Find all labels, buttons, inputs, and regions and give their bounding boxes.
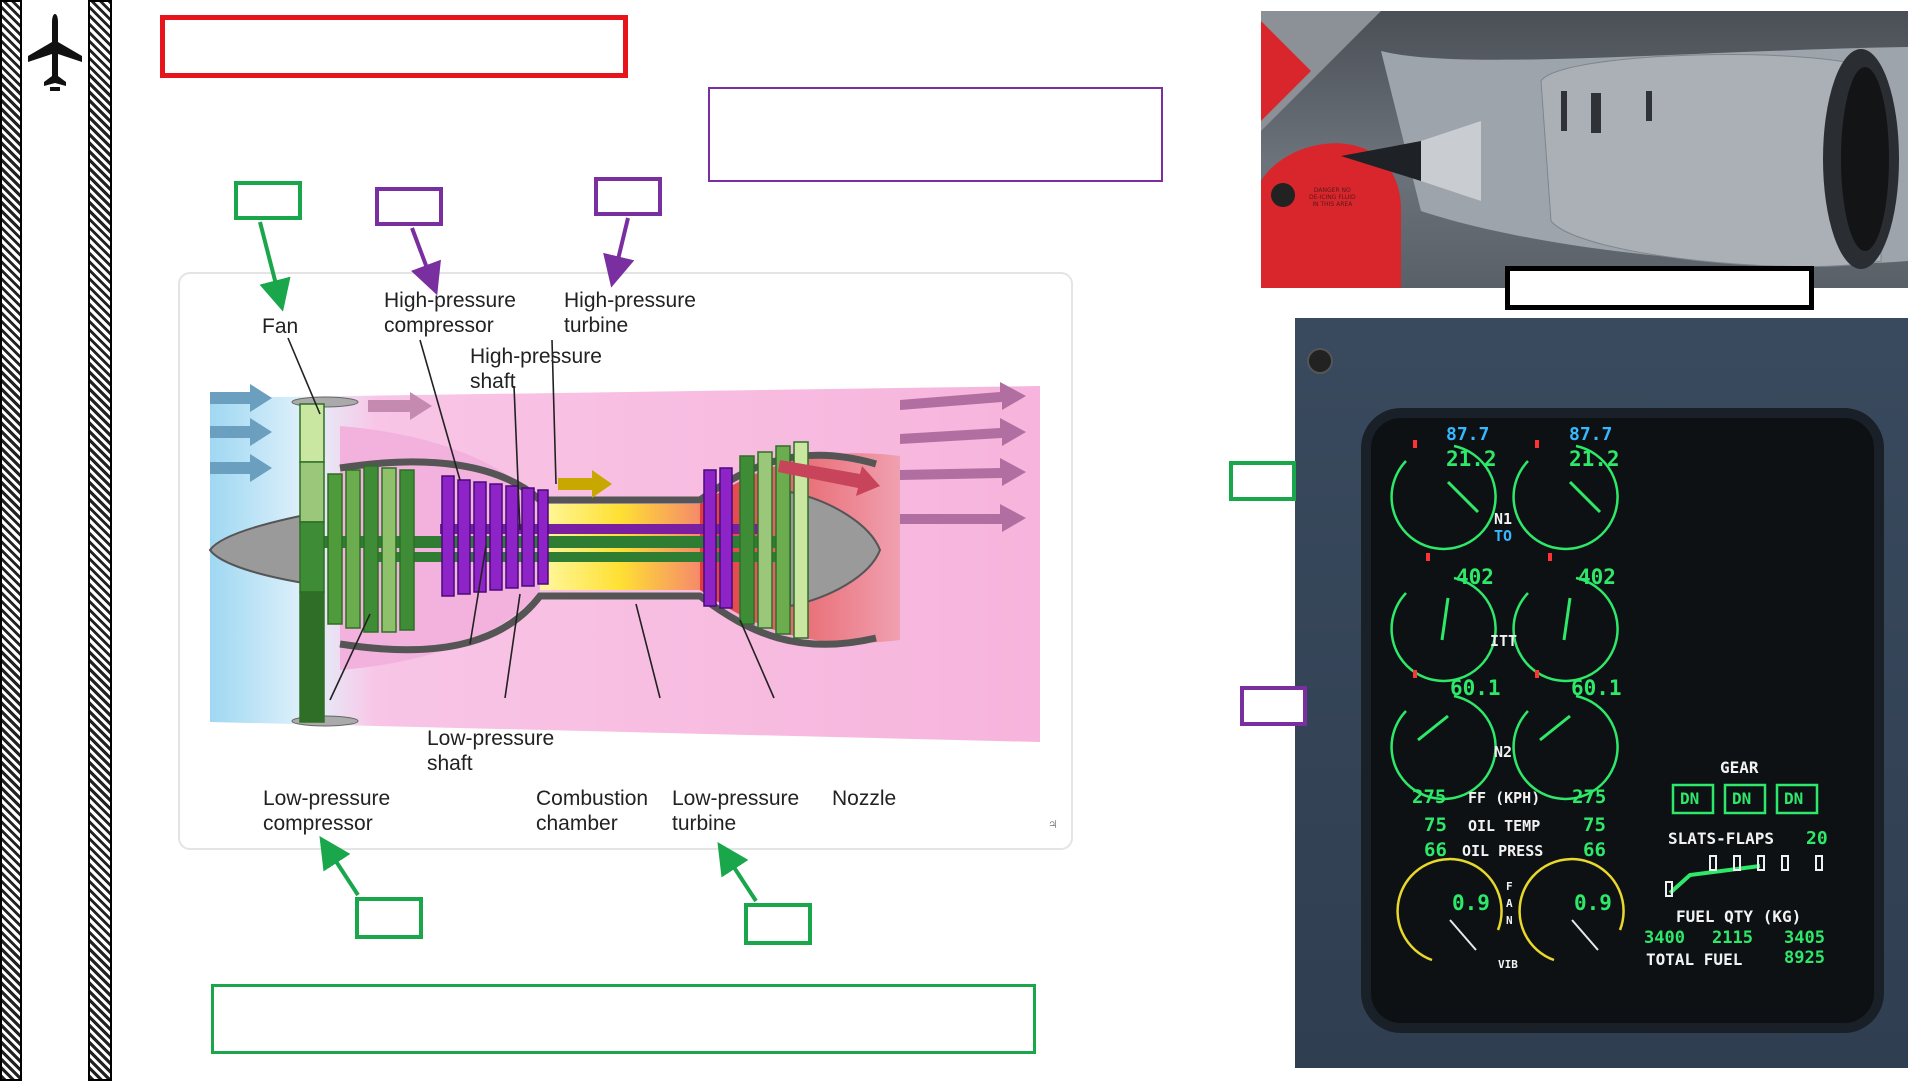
oil-press-right: 66	[1583, 839, 1606, 861]
callout-lp-turbine-box	[744, 903, 812, 945]
total-fuel-label: TOTAL FUEL	[1646, 950, 1743, 969]
oil-temp-label: OIL TEMP	[1468, 817, 1541, 835]
itt-right-value: 402	[1578, 565, 1616, 589]
n1-right-value: 21.2	[1569, 447, 1620, 471]
bezel-screw	[1307, 348, 1333, 374]
itt-left-value: 402	[1456, 565, 1494, 589]
callout-n1-box	[1229, 461, 1296, 501]
label-hp-turbine: High-pressure turbine	[564, 289, 696, 337]
label-hp-compressor: High-pressure compressor	[384, 289, 516, 337]
turbofan-diagram: ♃ Fan High-pressure compressor High-pres…	[178, 272, 1073, 850]
n1-label: N1	[1494, 510, 1513, 528]
callout-hp-turbine-box	[594, 177, 662, 216]
n1-right-target: 87.7	[1569, 424, 1613, 445]
label-lp-shaft: Low-pressure shaft	[427, 727, 555, 775]
vib-right-value: 0.9	[1574, 891, 1612, 915]
sidebar-stripe-left	[0, 0, 22, 1081]
svg-text:♃: ♃	[1048, 818, 1058, 831]
label-nozzle: Nozzle	[832, 787, 897, 810]
gear-nose-state: DN	[1732, 789, 1752, 808]
n2-label: N2	[1494, 743, 1513, 761]
title-placeholder-box	[160, 15, 628, 78]
airplane-icon	[26, 12, 84, 92]
eicas-screen	[1361, 408, 1884, 1033]
caption-placeholder-box	[211, 984, 1036, 1054]
n2-right-value: 60.1	[1571, 676, 1622, 700]
ff-label: FF (KPH)	[1468, 789, 1541, 807]
total-fuel-value: 8925	[1784, 948, 1825, 968]
vib-label: VIB	[1498, 958, 1518, 971]
callout-n2-box	[1240, 686, 1307, 726]
gear-right-state: DN	[1784, 789, 1804, 808]
label-combustion: Combustion chamber	[536, 787, 649, 835]
ff-left: 275	[1412, 786, 1447, 808]
slats-flaps-value: 20	[1806, 828, 1828, 849]
oil-temp-right: 75	[1583, 814, 1606, 836]
callout-hp-compressor-box	[375, 187, 443, 226]
ff-right: 275	[1572, 786, 1607, 808]
callout-fan-box	[234, 181, 302, 220]
label-lp-turbine: Low-pressure turbine	[672, 787, 800, 835]
n1-left-value: 21.2	[1446, 447, 1497, 471]
gear-title: GEAR	[1720, 758, 1759, 777]
slats-flaps-label: SLATS-FLAPS	[1668, 829, 1774, 848]
fuel-right: 3405	[1784, 928, 1825, 948]
engine-photo: DANGER NO DE-ICING FLUID IN THIS AREA	[1261, 11, 1908, 288]
fuel-qty-title: FUEL QTY (KG)	[1676, 907, 1802, 926]
vib-fan-label: F A N	[1506, 880, 1513, 927]
fuel-center: 2115	[1712, 928, 1753, 948]
eicas-bezel	[1295, 318, 1908, 1068]
vib-left-value: 0.9	[1452, 891, 1490, 915]
itt-label: ITT	[1490, 632, 1518, 650]
callout-lp-compressor-box	[355, 897, 423, 939]
n2-left-value: 60.1	[1450, 676, 1501, 700]
photo-caption-box	[1505, 266, 1814, 310]
oil-press-label: OIL PRESS	[1462, 842, 1544, 860]
description-placeholder-box	[708, 87, 1163, 182]
oil-press-left: 66	[1424, 839, 1447, 861]
n1-mode: TO	[1494, 527, 1513, 545]
label-fan: Fan	[262, 315, 299, 338]
sidebar-stripe-right	[88, 0, 112, 1081]
label-lp-compressor: Low-pressure compressor	[263, 787, 391, 835]
label-hp-shaft: High-pressure shaft	[470, 345, 602, 393]
oil-temp-left: 75	[1424, 814, 1447, 836]
photo-placard: DANGER NO DE-ICING FLUID IN THIS AREA	[1309, 187, 1356, 208]
n1-left-target: 87.7	[1446, 424, 1490, 445]
gear-left-state: DN	[1680, 789, 1700, 808]
fuel-left: 3400	[1644, 928, 1685, 948]
